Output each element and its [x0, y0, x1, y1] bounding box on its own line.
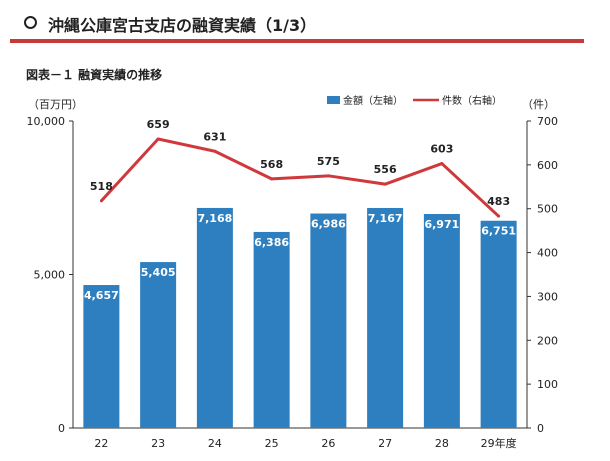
x-tick-label: 22: [94, 437, 108, 450]
count-label: 483: [487, 195, 510, 208]
count-line-labels: 518 659 631 568 575 556 603 483: [90, 118, 510, 208]
count-line: [100, 137, 500, 218]
page-title: 沖縄公庫宮古支店の融資実績（1/3）: [48, 16, 317, 35]
x-tick-label: 25: [265, 437, 279, 450]
legend: 金額（左軸） 件数（右軸）: [327, 94, 502, 107]
count-point: [99, 199, 103, 203]
left-tick-label: 5,000: [34, 269, 66, 282]
left-tick-label: 0: [58, 422, 65, 435]
amount-bar-label: 7,168: [197, 212, 232, 225]
amount-bar-label: 6,986: [311, 218, 346, 231]
page-header: 沖縄公庫宮古支店の融資実績（1/3）: [0, 0, 610, 46]
x-tick-label: 29年度: [481, 436, 517, 450]
count-point: [383, 182, 387, 186]
count-label: 631: [203, 130, 226, 143]
count-point: [326, 174, 330, 178]
right-tick-label: 300: [537, 290, 558, 303]
right-tick-label: 100: [537, 378, 558, 391]
x-tick-label: 28: [435, 437, 449, 450]
amount-bar-label: 4,657: [84, 289, 119, 302]
amount-bar: [480, 220, 517, 428]
amount-bar-label: 7,167: [368, 212, 403, 225]
legend-line-label: 件数（右軸）: [442, 94, 502, 107]
x-tick-label: 26: [321, 437, 335, 450]
right-tick-label: 500: [537, 203, 558, 216]
right-tick-label: 200: [537, 334, 558, 347]
count-label: 556: [374, 163, 397, 176]
amount-bars: [83, 207, 517, 428]
amount-bar: [253, 231, 290, 428]
right-axis-ticks: 0 100 200 300 400 500 600 700: [527, 115, 558, 435]
count-point: [213, 149, 217, 153]
amount-bar-label: 6,971: [424, 218, 459, 231]
left-axis-ticks: 0 5,000 10,000: [27, 115, 73, 435]
legend-bar-label: 金額（左軸）: [343, 94, 403, 107]
amount-bar: [423, 213, 460, 428]
right-tick-label: 400: [537, 247, 558, 260]
figure-title: 図表－１ 融資実績の推移: [26, 68, 163, 82]
amount-bar-label: 5,405: [141, 266, 176, 279]
title-underline: [10, 39, 584, 43]
amount-bar-label: 6,386: [254, 236, 289, 249]
amount-bar: [367, 207, 404, 428]
right-axis-unit: （件）: [522, 98, 555, 111]
circle-bullet-icon: [24, 16, 37, 29]
count-label: 575: [317, 155, 340, 168]
left-tick-label: 10,000: [27, 115, 66, 128]
count-label: 568: [260, 158, 283, 171]
amount-bar: [196, 207, 233, 428]
count-point: [497, 214, 501, 218]
left-axis-unit: （百万円）: [28, 98, 83, 111]
x-tick-label: 27: [378, 437, 392, 450]
count-label: 603: [430, 143, 453, 156]
count-label: 659: [147, 118, 170, 131]
count-point: [440, 162, 444, 166]
amount-bar: [140, 262, 177, 428]
right-tick-label: 600: [537, 159, 558, 172]
count-point: [270, 177, 274, 181]
x-tick-label: 24: [208, 437, 222, 450]
x-axis-labels: 22 23 24 25 26 27 28 29年度: [94, 436, 516, 450]
x-tick-label: 23: [151, 437, 165, 450]
amount-bar: [83, 285, 120, 428]
right-tick-label: 700: [537, 115, 558, 128]
legend-bar-swatch: [327, 96, 340, 104]
count-label: 518: [90, 180, 113, 193]
count-line-series: [99, 137, 501, 218]
amount-bar: [310, 213, 347, 428]
amount-bar-label: 6,751: [481, 225, 516, 238]
amount-bar-labels: 4,657 5,405 7,168 6,386 6,986 7,167 6,971 6,751: [84, 212, 516, 302]
right-tick-label: 0: [537, 422, 544, 435]
count-point: [156, 137, 160, 141]
